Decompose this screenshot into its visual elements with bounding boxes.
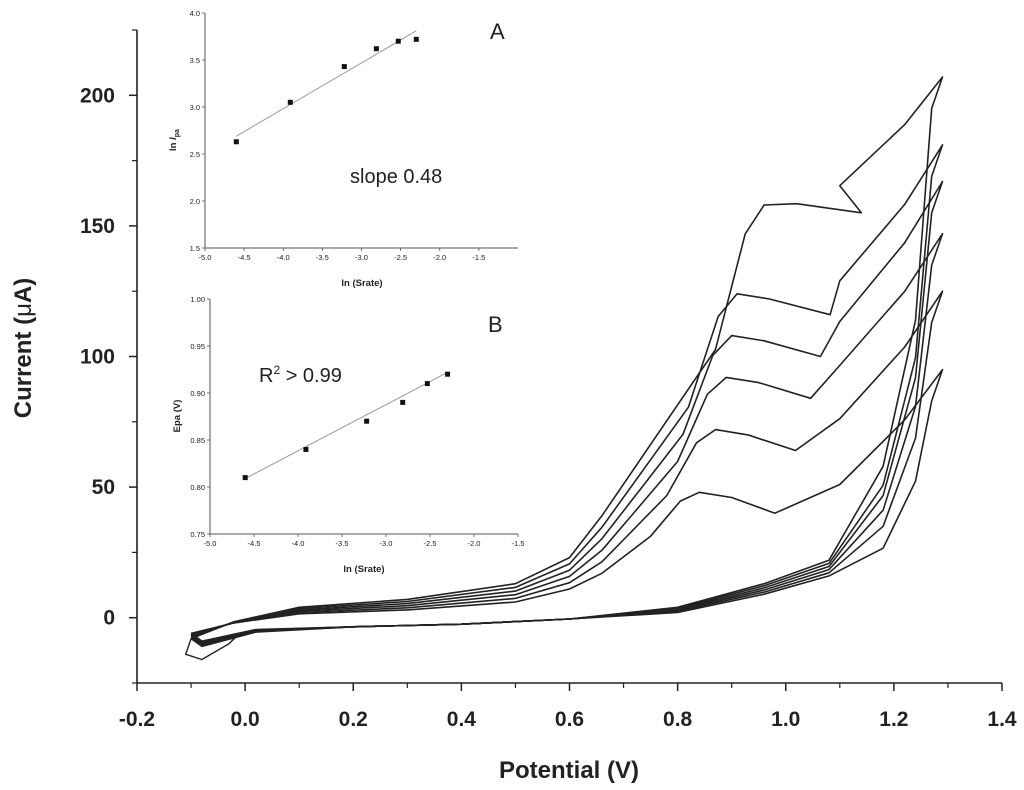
main-x-tick-label: -0.2: [119, 708, 155, 731]
inset-a-marks: [233, 30, 419, 145]
inset-y-tick-label: 0.85: [190, 436, 205, 445]
inset-y-tick-label: 0.75: [190, 530, 205, 539]
main-y-axis-label: Current (μA): [10, 278, 37, 419]
inset-x-tick-label: -3.5: [316, 253, 329, 262]
inset-y-tick-label: 2.5: [190, 150, 200, 159]
main-x-axis-label: Potential (V): [499, 757, 639, 784]
inset-x-tick-label: -2.0: [433, 253, 446, 262]
inset-data-point: [395, 38, 401, 44]
inset-y-tick-label: 2.0: [190, 197, 200, 206]
inset-b-x-label: ln (Srate): [343, 564, 384, 575]
inset-a-y-label: ln Ipa: [168, 129, 181, 151]
inset-x-tick-label: -3.5: [336, 539, 349, 548]
inset-data-point: [242, 475, 248, 481]
inset-fit-line: [244, 371, 448, 479]
inset-b: -5.0 -4.5 -4.0 -3.5 -3.0 -2.5 -2.0 -1.5 0.75 0.80…: [172, 295, 524, 575]
main-y-tick-label: 0: [103, 607, 115, 630]
main-plot: -0.2 0.0 0.2 0.4 0.6 0.8 1.0 1.2 1.4 0 50 100 150 200…: [10, 29, 1017, 784]
inset-x-tick-label: -3.0: [355, 253, 368, 262]
main-x-tick-label: 0.8: [663, 708, 693, 731]
inset-x-tick-label: -1.5: [512, 539, 525, 548]
inset-x-tick-label: -4.5: [248, 539, 261, 548]
main-x-tick-label: 0.6: [555, 708, 584, 731]
inset-x-tick-label: -4.5: [238, 253, 251, 262]
inset-a-background: [205, 13, 518, 248]
inset-a-panel-letter: A: [490, 19, 505, 44]
inset-y-tick-label: 3.0: [190, 103, 200, 112]
inset-a-x-label: ln (Srate): [341, 278, 382, 289]
inset-y-tick-label: 1.00: [190, 295, 205, 304]
inset-b-ticks: -5.0 -4.5 -4.0 -3.5 -3.0 -2.5 -2.0 -1.5 0.75 0.80…: [190, 295, 524, 548]
inset-y-tick-label: 4.0: [190, 9, 200, 18]
cv-curve: [190, 76, 944, 648]
inset-y-tick-label: 1.5: [190, 244, 200, 253]
inset-y-tick-label: 3.5: [190, 56, 200, 65]
cv-initial-loop: [184, 632, 241, 661]
inset-data-point: [233, 139, 239, 145]
inset-a-slope-annotation: slope 0.48: [350, 166, 442, 188]
inset-x-tick-label: -1.5: [472, 253, 485, 262]
inset-b-marks: [242, 371, 451, 481]
main-x-tick-label: 0.4: [447, 708, 477, 731]
inset-a-ticks: -5.0 -4.5 -4.0 -3.5 -3.0 -2.5 -2.0 -1.5 1.5 2.0 2.…: [190, 9, 486, 262]
main-y-tick-label: 200: [80, 84, 115, 107]
inset-a: -5.0 -4.5 -4.0 -3.5 -3.0 -2.5 -2.0 -1.5 1.5 2.0 2.…: [168, 9, 518, 289]
main-y-tick-label: 150: [80, 215, 115, 238]
inset-fit-line: [236, 30, 417, 137]
inset-data-point: [287, 99, 293, 105]
main-ticks: -0.2 0.0 0.2 0.4 0.6 0.8 1.0 1.2 1.4 0 50 100 150 200: [80, 29, 1017, 731]
inset-y-tick-label: 0.80: [190, 483, 205, 492]
inset-x-tick-label: -4.0: [277, 253, 290, 262]
main-y-tick-label: 100: [80, 346, 115, 369]
main-x-tick-label: 1.2: [879, 708, 908, 731]
inset-data-point: [413, 36, 419, 42]
inset-data-point: [341, 64, 347, 70]
inset-x-tick-label: -3.0: [380, 539, 393, 548]
inset-x-tick-label: -2.0: [468, 539, 481, 548]
inset-x-tick-label: -5.0: [199, 253, 212, 262]
inset-data-point: [373, 46, 379, 52]
main-x-tick-label: 1.0: [771, 708, 800, 731]
cv-curves: [184, 76, 944, 661]
inset-x-tick-label: -4.0: [292, 539, 305, 548]
inset-b-r2-annotation: R2 > 0.99: [259, 363, 342, 387]
inset-x-tick-label: -2.5: [394, 253, 407, 262]
inset-y-tick-label: 0.90: [190, 389, 205, 398]
inset-data-point: [424, 381, 430, 387]
main-x-tick-label: 0.0: [231, 708, 260, 731]
main-x-tick-label: 1.4: [987, 708, 1017, 731]
inset-x-tick-label: -2.5: [424, 539, 437, 548]
inset-data-point: [400, 399, 406, 405]
inset-b-y-label: Epa (V): [172, 400, 183, 433]
inset-x-tick-label: -5.0: [204, 539, 217, 548]
main-y-tick-label: 50: [92, 476, 115, 499]
inset-data-point: [364, 418, 370, 424]
inset-b-panel-letter: B: [488, 312, 503, 337]
inset-y-tick-label: 0.95: [190, 342, 205, 351]
main-x-tick-label: 0.2: [339, 708, 368, 731]
inset-data-point: [303, 446, 309, 452]
inset-data-point: [445, 371, 451, 377]
